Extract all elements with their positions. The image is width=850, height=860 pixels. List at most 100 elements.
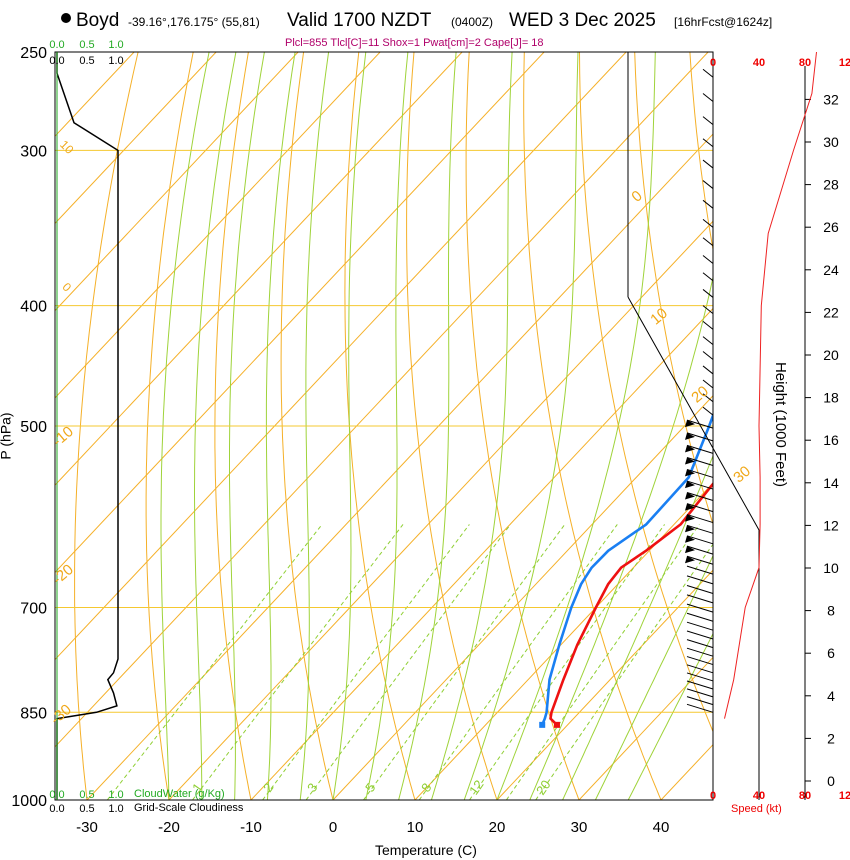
wind-barb-flag	[685, 546, 695, 554]
moist-adiabat	[562, 454, 713, 800]
cloudiness-label: Grid-Scale Cloudiness	[134, 802, 244, 814]
dry-adiabat	[74, 52, 139, 800]
chart-series	[56, 52, 713, 800]
wind-barb	[686, 524, 714, 534]
wind-barb	[686, 419, 714, 429]
dewpoint-line-point	[708, 425, 710, 427]
mixing-ratio-line	[535, 543, 713, 800]
wind-barb	[702, 218, 714, 228]
wind-barb	[686, 457, 714, 467]
wind-barb	[686, 503, 714, 513]
wind-barb	[686, 545, 714, 555]
height-tick-label: 20	[823, 347, 839, 363]
temperature-tick-label: 40	[653, 819, 670, 836]
cloudiness-profile	[56, 52, 119, 800]
temperature-tick-label: 10	[407, 819, 424, 836]
temperature-tick-label: -30	[76, 819, 98, 836]
temperature-line-point	[620, 567, 622, 569]
moist-adiabat	[463, 52, 579, 800]
pressure-tick-label: 700	[20, 601, 47, 618]
wind-barb-flag	[685, 445, 695, 453]
dewpoint-line-point	[548, 679, 551, 681]
wind-barb	[702, 336, 714, 346]
station-name: Boyd	[76, 10, 120, 31]
mixing-ratio-line	[505, 524, 700, 800]
moist-adiabat	[496, 52, 656, 800]
temperature-line-point	[576, 644, 578, 646]
temperature-line	[549, 481, 713, 726]
wind-barb-flag	[685, 420, 695, 428]
wind-barb	[702, 272, 714, 282]
cloudiness-tick-top: 0.0	[49, 55, 64, 67]
wind-speed-title: Speed (kt)	[731, 803, 782, 815]
height-tick-label: 0	[827, 773, 835, 789]
wind-barb	[702, 116, 714, 125]
mixing-ratio-line	[305, 524, 511, 800]
wind-barb-flag	[685, 481, 695, 489]
wind-barb-flag	[685, 457, 695, 465]
height-tick-label: 32	[823, 91, 839, 107]
wind-barb	[686, 535, 714, 545]
wind-barb	[686, 612, 714, 622]
mixing-ratio-line	[262, 524, 470, 800]
wind-barb-flag	[685, 492, 695, 500]
dry-adiabat	[214, 52, 252, 800]
height-tick-label: 8	[827, 603, 835, 619]
mixing-ratio-line	[192, 524, 404, 800]
wind-barb	[686, 696, 714, 706]
temperature-tick-label: 20	[489, 819, 506, 836]
x-axis-title: Temperature (C)	[375, 842, 477, 858]
temperature-tick-label: 30	[571, 819, 588, 836]
moist-adiabat	[299, 52, 330, 800]
wind-barb	[702, 93, 714, 102]
moist-adiabat	[594, 554, 713, 800]
wind-barb-flag	[685, 503, 695, 511]
height-tick-label: 28	[823, 177, 839, 193]
wind-barb	[702, 199, 714, 209]
pressure-axis: 25030040050070085010000.00.00.00.00.50.5…	[11, 39, 123, 815]
wind-barb	[702, 180, 714, 189]
height-tick-label: 10	[823, 560, 839, 576]
moist-adiabat	[332, 52, 367, 800]
wind-barb-flag	[685, 432, 695, 440]
cloudwater-tick-bottom: 0.0	[49, 789, 64, 801]
pressure-tick-label: 300	[20, 143, 47, 160]
cloudiness-tick-bottom: 1.0	[108, 803, 123, 815]
wind-barb	[686, 585, 714, 594]
dry-adiabat	[523, 52, 662, 800]
temperature-line-point	[607, 583, 609, 585]
dewpoint-line-point	[544, 718, 546, 720]
wind-barb	[702, 351, 714, 360]
height-tick-label: 6	[827, 645, 835, 661]
forecast-date: WED 3 Dec 2025	[509, 10, 656, 31]
wind-barb-flag	[685, 535, 695, 543]
wind-barb	[702, 406, 714, 416]
temperature-line-point	[680, 523, 682, 526]
isotherm	[414, 482, 713, 800]
wind-barb	[686, 480, 714, 490]
moist-adiabat	[365, 52, 409, 800]
height-tick-label: 16	[823, 432, 839, 448]
temperature-line-point	[562, 679, 565, 681]
temperature-line-surface-marker	[553, 721, 560, 728]
moist-adiabat	[265, 52, 296, 800]
moist-adiabat	[529, 275, 713, 800]
sounding-parameters: Plcl=855 Tlcl[C]=11 Shox=1 Pwat[cm]=2 Ca…	[285, 37, 544, 49]
wind-barb	[702, 305, 714, 315]
wind-barb-flag	[685, 469, 695, 477]
utc-time: (0400Z)	[451, 15, 494, 29]
temperature-line-point	[550, 711, 553, 713]
dewpoint-line-point	[607, 550, 609, 552]
dewpoint-line-point	[570, 606, 572, 609]
wind-speed-tick-top: 40	[753, 57, 765, 69]
height-tick-label: 4	[827, 688, 835, 704]
temperature-tick-label: 0	[329, 819, 337, 836]
isotherm	[55, 52, 217, 225]
temperature-axis: -30 -20 -10 0 10 20 30 40	[76, 819, 669, 836]
valid-time: Valid 1700 NZDT	[287, 10, 432, 31]
cloudwater-tick-top: 0.0	[49, 39, 64, 51]
wind-barb	[686, 639, 714, 649]
cloudiness-tick-top: 1.0	[108, 55, 123, 67]
